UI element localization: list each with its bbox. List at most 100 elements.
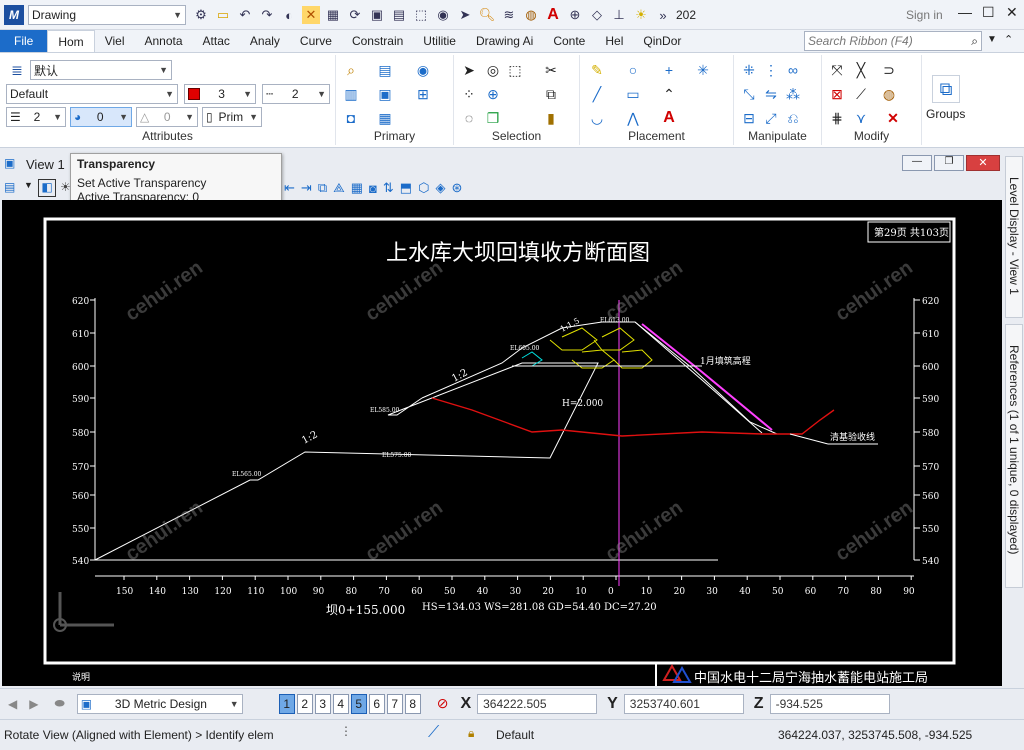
box-icon[interactable]: ◘ xyxy=(346,110,356,126)
delete-icon[interactable]: ✕ xyxy=(887,109,899,126)
pointer-icon[interactable]: ➤ xyxy=(459,7,471,22)
clip-volume-icon[interactable]: ⟁ xyxy=(333,180,345,195)
view-attributes-icon[interactable]: ▤ xyxy=(4,180,16,194)
text-color-icon[interactable]: A xyxy=(547,6,559,23)
copy-array-icon[interactable]: ⋮ xyxy=(764,61,778,78)
tab-help[interactable]: Hel xyxy=(605,34,624,48)
chevron-down-icon[interactable]: ▼ xyxy=(987,34,997,45)
sort-icon[interactable]: ⇅ xyxy=(382,180,394,195)
lightbulb-icon[interactable]: ✎ xyxy=(591,61,603,78)
sign-in-link[interactable]: Sign in xyxy=(906,8,943,22)
delete-vertex-icon[interactable]: ⊠ xyxy=(831,85,843,102)
cube-icon[interactable]: ⬚ xyxy=(414,7,428,22)
tab-curve[interactable]: Curve xyxy=(299,34,332,48)
model-icon[interactable]: ▤ xyxy=(378,61,392,78)
table-icon[interactable]: ▦ xyxy=(378,109,392,126)
workflow-select[interactable]: Drawing ▼ xyxy=(28,5,186,25)
view-button-4[interactable]: 4 xyxy=(332,693,349,714)
groups-label[interactable]: Groups xyxy=(926,107,966,121)
rectangle-icon[interactable]: ▭ xyxy=(626,85,640,102)
extend-icon[interactable]: ⟋ xyxy=(856,85,866,102)
tab-analyze[interactable]: Analy xyxy=(249,34,280,48)
stretch-icon[interactable]: ⤢ xyxy=(765,109,777,126)
document-icon[interactable]: ▥ xyxy=(344,85,358,102)
lightbulb-icon[interactable]: ☀ xyxy=(635,7,647,22)
view-button-5[interactable]: 5 xyxy=(350,693,367,714)
select-box-icon[interactable]: ⬚ xyxy=(508,61,522,78)
sync-icon[interactable]: ⟳ xyxy=(349,7,361,22)
globe-icon[interactable]: ⊕ xyxy=(569,7,581,22)
tab-view[interactable]: Viel xyxy=(104,34,125,48)
tab-drawing-ai[interactable]: Drawing Ai xyxy=(475,34,534,48)
color-select[interactable]: 3 ▼ xyxy=(184,84,256,104)
lock-icon[interactable]: 🔒︎ xyxy=(468,726,475,740)
arc-icon[interactable]: ◡ xyxy=(590,109,604,126)
tab-home[interactable]: Hom xyxy=(47,30,95,52)
view-display-icon[interactable]: ◧ xyxy=(38,179,56,197)
undo-icon[interactable]: ↶ xyxy=(239,7,251,22)
view-icon[interactable]: ▣ xyxy=(370,7,384,22)
level-display-tab[interactable]: Level Display - View 1 xyxy=(1005,156,1023,318)
view-button-2[interactable]: 2 xyxy=(296,693,313,714)
style-select[interactable]: Default ▼ xyxy=(6,84,178,104)
level-select[interactable]: 默认 ▼ xyxy=(30,60,172,80)
trim-icon[interactable]: ╳ xyxy=(856,61,866,78)
box-icon[interactable]: ◇ xyxy=(592,7,602,22)
palette-icon[interactable]: ◍ xyxy=(882,85,896,102)
document-icon[interactable]: ▤ xyxy=(392,7,406,22)
text-icon[interactable]: A xyxy=(663,109,675,126)
fillet-icon[interactable]: ⊃ xyxy=(883,61,895,78)
view-button-1[interactable]: 1 xyxy=(278,693,295,714)
cross-icon[interactable]: ✕ xyxy=(302,6,320,24)
lighting-icon[interactable]: ☀ xyxy=(60,180,71,194)
search-icon[interactable]: ⌕ xyxy=(347,61,355,78)
modify-icon[interactable]: ⤧ xyxy=(831,61,843,78)
section-icon[interactable]: ⬒ xyxy=(399,180,413,195)
groups-icon[interactable]: ⧉ xyxy=(932,75,960,103)
minimize-icon[interactable]: — xyxy=(958,4,972,20)
pointer-icon[interactable]: ➤ xyxy=(463,61,475,78)
align-icon[interactable]: ⊟ xyxy=(743,109,755,126)
array-icon[interactable]: ⁂ xyxy=(786,85,800,102)
class-select[interactable]: ▯ Prim ▼ xyxy=(202,107,262,127)
tab-file[interactable]: File xyxy=(0,30,48,52)
move-icon[interactable]: ⁜ xyxy=(743,61,755,78)
tab-annotate[interactable]: Annota xyxy=(144,34,183,48)
z-coordinate-field[interactable]: -934.525 xyxy=(769,693,890,714)
view-restore-icon[interactable]: ❐ xyxy=(934,155,964,171)
clone-icon[interactable]: ❐ xyxy=(486,109,500,126)
more-icon[interactable]: » xyxy=(659,7,667,23)
tab-utilities[interactable]: Utilitie xyxy=(423,34,456,48)
y-coordinate-field[interactable]: 3253740.601 xyxy=(623,693,744,714)
copy-view-icon[interactable]: ⧉ xyxy=(317,180,328,195)
forward-icon[interactable]: ▶ xyxy=(29,696,39,711)
view-button-6[interactable]: 6 xyxy=(368,693,385,714)
view-canvas[interactable]: 第29页 共103页 上水库大坝回填收方断面图 620 610 600 590 580 5… xyxy=(2,200,1002,686)
select-add-icon[interactable]: ⊕ xyxy=(487,85,499,102)
drawing-svg[interactable]: 第29页 共103页 上水库大坝回填收方断面图 6206106005905805… xyxy=(2,200,1002,686)
polyline-icon[interactable]: ⋀ xyxy=(627,109,639,126)
tab-content[interactable]: Conte xyxy=(553,34,586,48)
settings-icon[interactable]: ⚙ xyxy=(195,7,207,22)
select-circle-icon[interactable]: ◎ xyxy=(486,61,500,78)
break-icon[interactable]: ⋕ xyxy=(831,109,843,126)
no-snap-icon[interactable]: ⊘ xyxy=(436,695,449,711)
view-button-3[interactable]: 3 xyxy=(314,693,331,714)
chamfer-icon[interactable]: ⋎ xyxy=(855,109,867,126)
grid-icon[interactable]: ▦ xyxy=(326,7,340,22)
palette-icon[interactable]: ◍ xyxy=(525,7,537,22)
copy-icon[interactable]: ⧉ xyxy=(546,85,556,102)
weight-select[interactable]: ☰ 2 ▼ xyxy=(6,107,66,127)
camera-icon[interactable]: ◙ xyxy=(369,180,377,196)
scale-icon[interactable]: ⤡ xyxy=(743,85,755,102)
x-coordinate-field[interactable]: 364222.505 xyxy=(477,693,598,714)
view-minimize-icon[interactable]: — xyxy=(902,155,932,171)
mirror-icon[interactable]: ⇋ xyxy=(765,85,777,102)
tree-icon[interactable]: ⊞ xyxy=(417,85,429,102)
star-icon[interactable]: ✳ xyxy=(697,61,709,78)
back-icon[interactable]: ◀ xyxy=(8,696,18,711)
paste-icon[interactable]: ▮ xyxy=(547,109,555,126)
priority-select[interactable]: △ 0 ▼ xyxy=(136,107,198,127)
view-previous-icon[interactable]: ⇤ xyxy=(284,180,295,195)
camera-icon[interactable]: ◉ xyxy=(437,7,449,22)
